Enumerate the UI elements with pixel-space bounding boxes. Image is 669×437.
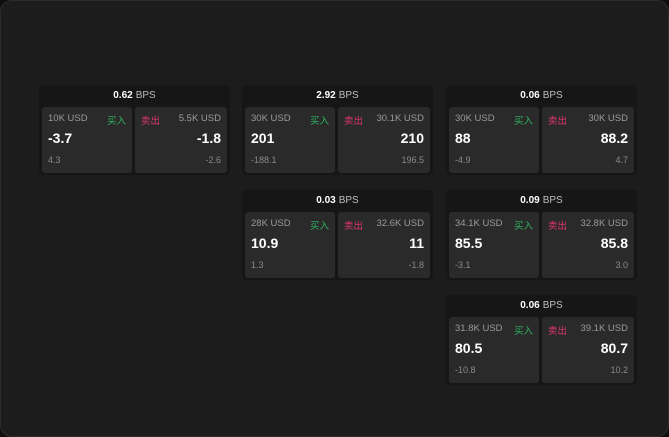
spread-value: 0.06 bbox=[520, 90, 540, 101]
buy-label[interactable]: 买入 bbox=[513, 326, 533, 337]
spread-unit: BPS bbox=[338, 90, 359, 101]
change-value: 4.7 bbox=[615, 155, 628, 165]
change-value: 196.5 bbox=[401, 155, 424, 165]
change-value: -1.8 bbox=[408, 260, 424, 270]
panel-top-row: 28K USD 买入 bbox=[251, 218, 329, 232]
buy-panel[interactable]: 34.1K USD 买入 85.5 -3.1 bbox=[449, 212, 539, 278]
change-value: -188.1 bbox=[251, 155, 277, 165]
sell-panel[interactable]: 卖出 30K USD 88.2 4.7 bbox=[542, 107, 634, 173]
panel-top-row: 卖出 5.5K USD bbox=[141, 113, 221, 127]
quote-card: 0.09 BPS 34.1K USD 买入 85.5 -3.1 卖出 32.8K USD 85.… bbox=[446, 190, 637, 280]
change-value: -2.6 bbox=[205, 155, 221, 165]
buy-panel[interactable]: 10K USD 买入 -3.7 4.3 bbox=[42, 107, 132, 173]
price-value: 88 bbox=[455, 130, 471, 146]
sell-panel[interactable]: 卖出 5.5K USD -1.8 -2.6 bbox=[135, 107, 227, 173]
spread-header: 2.92 BPS bbox=[242, 85, 433, 106]
sell-panel[interactable]: 卖出 30.1K USD 210 196.5 bbox=[338, 107, 430, 173]
spread-header: 0.06 BPS bbox=[446, 85, 637, 106]
price-value: 201 bbox=[251, 130, 275, 146]
spread-value: 0.03 bbox=[316, 195, 336, 206]
spread-header: 0.03 BPS bbox=[242, 190, 433, 211]
price-value: -1.8 bbox=[196, 130, 221, 146]
size-label: 5.5K USD bbox=[178, 113, 221, 124]
size-label: 28K USD bbox=[251, 218, 291, 229]
size-label: 32.6K USD bbox=[376, 218, 424, 229]
sell-label[interactable]: 卖出 bbox=[344, 116, 364, 127]
size-label: 39.1K USD bbox=[580, 323, 628, 334]
change-value: 10.2 bbox=[610, 365, 628, 375]
sell-label[interactable]: 卖出 bbox=[548, 221, 568, 232]
price-value: 210 bbox=[400, 130, 424, 146]
spread-value: 0.09 bbox=[520, 195, 540, 206]
price-value: 10.9 bbox=[251, 235, 279, 251]
panel-top-row: 30K USD 买入 bbox=[455, 113, 533, 127]
buy-label[interactable]: 买入 bbox=[309, 221, 329, 232]
size-label: 32.8K USD bbox=[580, 218, 628, 229]
panel-top-row: 卖出 30K USD bbox=[548, 113, 628, 127]
sell-label[interactable]: 卖出 bbox=[344, 221, 364, 232]
buy-panel[interactable]: 30K USD 买入 88 -4.9 bbox=[449, 107, 539, 173]
size-label: 30K USD bbox=[588, 113, 628, 124]
sell-panel[interactable]: 卖出 32.6K USD 11 -1.8 bbox=[338, 212, 430, 278]
change-value: 4.3 bbox=[48, 155, 61, 165]
change-value: -4.9 bbox=[455, 155, 471, 165]
size-label: 30K USD bbox=[455, 113, 495, 124]
size-label: 10K USD bbox=[48, 113, 88, 124]
quote-card: 0.06 BPS 31.8K USD 买入 80.5 -10.8 卖出 39.1K USD 80… bbox=[446, 295, 637, 385]
change-value: -10.8 bbox=[455, 365, 476, 375]
spread-header: 0.62 BPS bbox=[39, 85, 230, 106]
price-value: 88.2 bbox=[600, 130, 628, 146]
panel-top-row: 34.1K USD 买入 bbox=[455, 218, 533, 232]
spread-unit: BPS bbox=[542, 195, 563, 206]
spread-unit: BPS bbox=[542, 90, 563, 101]
buy-panel[interactable]: 30K USD 买入 201 -188.1 bbox=[245, 107, 335, 173]
spread-header: 0.09 BPS bbox=[446, 190, 637, 211]
buy-label[interactable]: 买入 bbox=[513, 221, 533, 232]
sell-label[interactable]: 卖出 bbox=[548, 326, 568, 337]
panel-top-row: 卖出 32.8K USD bbox=[548, 218, 628, 232]
buy-panel[interactable]: 31.8K USD 买入 80.5 -10.8 bbox=[449, 317, 539, 383]
panel-top-row: 卖出 32.6K USD bbox=[344, 218, 424, 232]
buy-panel[interactable]: 28K USD 买入 10.9 1.3 bbox=[245, 212, 335, 278]
change-value: 1.3 bbox=[251, 260, 264, 270]
price-value: -3.7 bbox=[48, 130, 73, 146]
spread-unit: BPS bbox=[542, 300, 563, 311]
spread-unit: BPS bbox=[338, 195, 359, 206]
sell-label[interactable]: 卖出 bbox=[141, 116, 161, 127]
buy-label[interactable]: 买入 bbox=[106, 116, 126, 127]
size-label: 30.1K USD bbox=[376, 113, 424, 124]
quote-card: 0.62 BPS 10K USD 买入 -3.7 4.3 卖出 5.5K USD -1.8 -2.… bbox=[39, 85, 230, 175]
price-value: 85.8 bbox=[600, 235, 628, 251]
buy-label[interactable]: 买入 bbox=[309, 116, 329, 127]
panel-top-row: 卖出 30.1K USD bbox=[344, 113, 424, 127]
sell-panel[interactable]: 卖出 39.1K USD 80.7 10.2 bbox=[542, 317, 634, 383]
quote-card: 0.03 BPS 28K USD 买入 10.9 1.3 卖出 32.6K USD 11 -1.8 bbox=[242, 190, 433, 280]
panel-top-row: 30K USD 买入 bbox=[251, 113, 329, 127]
panel-top-row: 卖出 39.1K USD bbox=[548, 323, 628, 337]
sell-panel[interactable]: 卖出 32.8K USD 85.8 3.0 bbox=[542, 212, 634, 278]
panel-top-row: 31.8K USD 买入 bbox=[455, 323, 533, 337]
spread-unit: BPS bbox=[135, 90, 156, 101]
panel-top-row: 10K USD 买入 bbox=[48, 113, 126, 127]
spread-value: 0.06 bbox=[520, 300, 540, 311]
spread-value: 2.92 bbox=[316, 90, 336, 101]
size-label: 30K USD bbox=[251, 113, 291, 124]
spread-header: 0.06 BPS bbox=[446, 295, 637, 316]
change-value: -3.1 bbox=[455, 260, 471, 270]
price-value: 80.7 bbox=[600, 340, 628, 356]
quote-card: 0.06 BPS 30K USD 买入 88 -4.9 卖出 30K USD 88.2 4.7 bbox=[446, 85, 637, 175]
price-value: 85.5 bbox=[455, 235, 483, 251]
quote-card: 2.92 BPS 30K USD 买入 201 -188.1 卖出 30.1K USD 210 1… bbox=[242, 85, 433, 175]
size-label: 31.8K USD bbox=[455, 323, 503, 334]
change-value: 3.0 bbox=[615, 260, 628, 270]
spread-value: 0.62 bbox=[113, 90, 133, 101]
sell-label[interactable]: 卖出 bbox=[548, 116, 568, 127]
price-value: 11 bbox=[409, 235, 424, 251]
size-label: 34.1K USD bbox=[455, 218, 503, 229]
price-value: 80.5 bbox=[455, 340, 483, 356]
buy-label[interactable]: 买入 bbox=[513, 116, 533, 127]
